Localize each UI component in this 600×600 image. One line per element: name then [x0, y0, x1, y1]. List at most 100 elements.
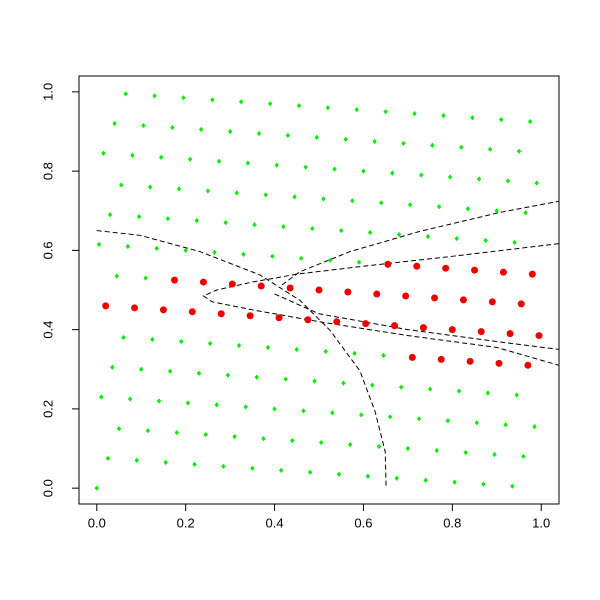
point: [454, 235, 459, 242]
point: [407, 202, 413, 208]
point: [419, 172, 424, 178]
point: [281, 223, 286, 230]
point: [194, 218, 199, 224]
point: [250, 465, 255, 471]
point: [376, 443, 382, 450]
point: [341, 380, 346, 386]
plot-box: [78, 75, 560, 505]
point: [150, 336, 155, 343]
point: [394, 475, 399, 481]
point: [270, 253, 275, 259]
point: [323, 348, 328, 355]
point: [505, 178, 511, 184]
point: [514, 392, 519, 398]
point: [185, 400, 191, 406]
point: [494, 208, 499, 214]
point: [339, 227, 344, 234]
point: [333, 318, 341, 326]
point: [304, 316, 312, 324]
point: [139, 366, 144, 372]
point: [307, 469, 313, 475]
point: [292, 194, 297, 200]
point: [332, 166, 337, 172]
point: [405, 445, 411, 452]
point: [499, 268, 507, 276]
point: [343, 136, 348, 143]
point: [516, 148, 522, 154]
point: [527, 118, 533, 125]
point: [285, 132, 291, 139]
point: [352, 350, 357, 357]
y-tick-label: 1.0: [40, 83, 55, 101]
x-tick-label: 0.2: [177, 515, 195, 530]
point: [427, 386, 433, 392]
point: [221, 463, 226, 469]
point: [370, 382, 375, 388]
point: [448, 326, 456, 334]
point: [130, 152, 135, 158]
point: [431, 294, 439, 302]
point: [321, 196, 326, 202]
point: [225, 372, 231, 378]
point: [159, 306, 167, 314]
point: [170, 124, 175, 131]
point: [466, 357, 474, 365]
point: [123, 91, 128, 97]
point: [361, 168, 366, 174]
point: [408, 353, 416, 361]
point: [483, 237, 488, 244]
point: [390, 170, 395, 176]
point: [445, 418, 451, 424]
point: [499, 116, 504, 123]
point: [192, 461, 197, 467]
point: [419, 324, 427, 332]
point: [344, 288, 352, 296]
point: [365, 473, 371, 479]
point: [423, 477, 428, 483]
point: [256, 130, 262, 137]
point: [212, 249, 217, 255]
point: [183, 247, 188, 253]
point: [110, 364, 115, 370]
point: [232, 434, 237, 440]
point: [534, 180, 539, 186]
point: [159, 154, 164, 160]
point: [257, 282, 265, 290]
point: [488, 298, 496, 306]
point: [147, 184, 153, 190]
point: [459, 144, 464, 150]
point: [528, 270, 536, 278]
point: [227, 128, 233, 135]
point: [434, 447, 439, 454]
point: [470, 115, 475, 121]
point: [134, 457, 139, 464]
point: [391, 322, 399, 330]
point: [416, 416, 422, 422]
point: [141, 122, 146, 129]
point: [327, 257, 333, 263]
point: [181, 95, 186, 101]
point: [372, 138, 377, 144]
point: [241, 251, 246, 257]
point: [330, 410, 335, 416]
y-tick-label: 0.6: [40, 241, 55, 259]
point: [503, 422, 508, 428]
point: [207, 340, 213, 347]
point: [367, 229, 373, 236]
point: [517, 300, 525, 308]
point: [319, 439, 324, 446]
point: [145, 428, 151, 434]
point: [267, 101, 273, 107]
x-tick-label: 0.4: [266, 515, 284, 530]
point: [252, 222, 257, 228]
point: [312, 378, 317, 384]
x-tick-label: 1.0: [532, 515, 550, 530]
point: [459, 296, 467, 304]
point: [354, 107, 359, 113]
point: [336, 471, 342, 477]
y-tick-label: 0.2: [40, 400, 55, 418]
point: [362, 320, 370, 328]
point: [163, 459, 168, 465]
point: [441, 113, 446, 119]
point: [492, 451, 497, 458]
